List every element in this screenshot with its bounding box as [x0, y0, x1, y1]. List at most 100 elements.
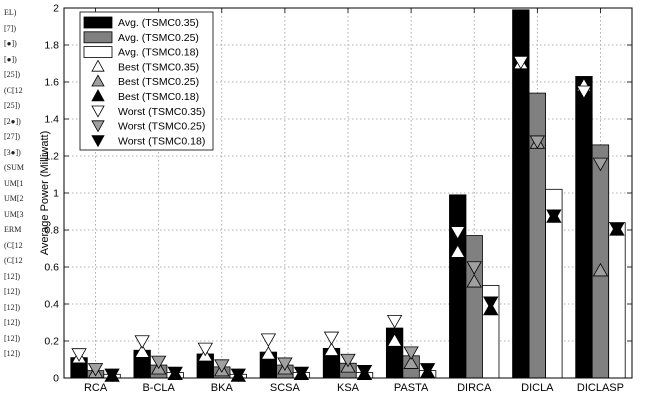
margin-note: [12]) [4, 302, 20, 312]
margin-note: [12]) [4, 349, 20, 358]
worst-marker [134, 335, 150, 349]
best-marker [450, 244, 466, 258]
markers [71, 55, 625, 383]
bar [591, 144, 610, 379]
margin-note: [12]) [4, 287, 20, 296]
best-marker [134, 344, 150, 358]
worst-marker [576, 85, 592, 100]
worst-marker [197, 342, 213, 357]
y-tick-label: 0.2 [44, 336, 59, 348]
y-tick-label: 1 [53, 188, 59, 200]
worst-marker [529, 135, 546, 150]
worst-marker [356, 364, 373, 379]
legend: Avg. (TSMC0.35) Avg. (TSMC0.25) Avg. (TSMC… [79, 11, 214, 151]
y-tick-label: 0 [53, 373, 59, 385]
worst-marker [323, 331, 340, 346]
margin-note: ERM [4, 225, 22, 234]
legend-label: Avg. (TSMC0.25) [118, 32, 199, 44]
margin-note: [25]) [4, 70, 20, 79]
margin-note: [12]) [4, 271, 20, 281]
bar [608, 222, 626, 379]
worst-marker [104, 368, 120, 383]
x-tick-label: DIRCA [457, 382, 492, 394]
best-marker [260, 346, 277, 360]
margin-note: [25]) [4, 101, 20, 110]
margin-note: [●]) [4, 39, 17, 48]
worst-marker [419, 363, 436, 377]
legend-label: Best (TSMC0.35) [118, 61, 199, 73]
bar [575, 76, 593, 379]
margin-note: [3●]) [4, 147, 21, 157]
x-tick-label: DICLASP [577, 382, 624, 394]
legend-label: Worst (TSMC0.35) [118, 106, 205, 118]
legend-label: Best (TSMC0.25) [118, 76, 199, 88]
legend-marker [91, 74, 105, 87]
best-marker [386, 333, 403, 347]
y-axis-label: Average Power (Milliwatt) [39, 131, 51, 256]
y-tick-label: 1.6 [44, 77, 59, 89]
legend-marker [91, 135, 105, 148]
margin-note: [7]) [4, 23, 16, 33]
y-tick-label: 1.8 [44, 40, 59, 52]
worst-marker [150, 355, 167, 370]
legend-marker [91, 89, 105, 102]
margin-note: UM[1 [4, 178, 24, 188]
x-tick-label: BKA [211, 382, 234, 394]
margin-note: (C[12 [4, 85, 23, 95]
x-tick-labels: RCA B-CLA BKA SCSA KSA PASTA DIRCA DICLA DICLASP [84, 382, 624, 394]
best-marker [466, 273, 482, 288]
legend-label: Worst (TSMC0.25) [118, 121, 205, 133]
y-tick-label: 1.2 [44, 151, 59, 163]
margin-notes: EL) [7]) [●]) [●]) [25]) (C[12 [25]) [2●]) [27])… [0, 0, 40, 396]
margin-note: (C[12 [4, 256, 23, 265]
worst-marker [546, 209, 562, 224]
margin-note: [12]) [4, 333, 20, 343]
worst-marker [214, 359, 230, 373]
x-tick-label: KSA [337, 382, 360, 394]
margin-note: (C[12 [4, 240, 23, 250]
legend-swatch [83, 46, 113, 58]
worst-marker [340, 353, 356, 368]
x-tick-label: RCA [84, 382, 108, 394]
best-marker [592, 262, 609, 277]
bar [449, 194, 467, 379]
y-tick-label: 0.4 [44, 299, 59, 311]
y-tick-label: 0.8 [44, 225, 59, 237]
worst-marker [293, 366, 310, 381]
worst-marker [71, 348, 87, 362]
margin-note: [2●]) [4, 116, 21, 126]
worst-marker [277, 357, 293, 372]
legend-label: Avg. (TSMC0.35) [118, 17, 199, 29]
worst-marker [450, 226, 466, 240]
y-tick-labels: 0 0.2 0.4 0.6 0.8 1 1.2 1.4 1.6 1.8 2 [44, 3, 59, 385]
worst-marker [260, 333, 277, 347]
legend-label: Best (TSMC0.18) [118, 91, 199, 103]
worst-marker [609, 222, 625, 236]
margin-note: [27]) [4, 132, 20, 141]
legend-swatch [83, 16, 113, 29]
legend-label: Avg. (TSMC0.18) [118, 47, 199, 59]
x-tick-label: PASTA [394, 382, 429, 394]
y-tick-label: 2 [53, 3, 59, 15]
y-tick-label: 0.6 [44, 262, 59, 274]
legend-marker [91, 120, 105, 133]
worst-marker [386, 314, 403, 329]
worst-marker [167, 366, 183, 381]
y-tick-label: 1.4 [44, 114, 59, 126]
legend-swatch [83, 31, 113, 44]
margin-note: [12]) [4, 318, 20, 327]
worst-marker [483, 296, 499, 310]
margin-note: UM[3 [4, 209, 24, 219]
worst-marker [592, 157, 609, 172]
margin-note: UM[2 [4, 194, 24, 203]
bar [465, 235, 483, 379]
x-tick-label: DICLA [521, 382, 554, 394]
legend-marker [91, 105, 105, 118]
margin-note: EL) [4, 8, 17, 17]
best-marker [323, 342, 340, 356]
legend-label: Worst (TSMC0.18) [118, 135, 205, 147]
worst-marker [513, 56, 529, 70]
x-tick-label: B-CLA [142, 382, 175, 394]
legend-marker [91, 59, 105, 72]
